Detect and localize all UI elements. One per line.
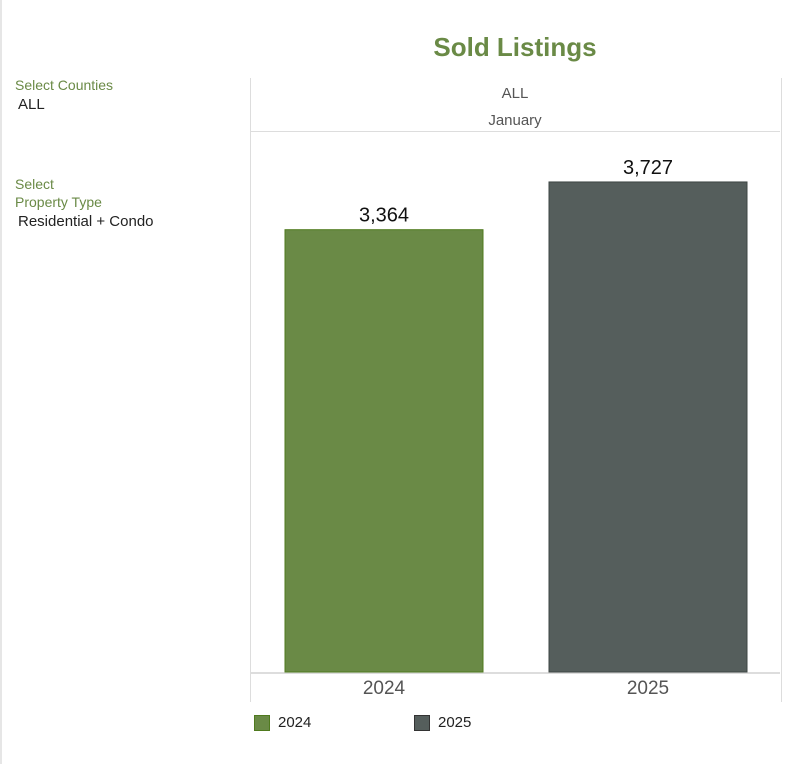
x-tick-2024: 2024 [362,678,406,699]
header-divider [251,131,780,132]
data-label-2024: 3,364 [359,205,409,227]
property-type-label-line2: Property Type [15,194,102,210]
chart-title: Sold Listings [433,32,597,62]
bar-2025[interactable] [548,181,748,673]
header-month: January [488,112,542,129]
legend-swatch-2024 [254,714,270,731]
counties-filter-value[interactable]: ALL [18,96,45,113]
legend-label-2024: 2024 [278,714,312,731]
legend-label-2025: 2025 [438,714,472,731]
property-type-filter-value[interactable]: Residential + Condo [18,213,154,230]
counties-filter-label: Select Counties [15,77,114,93]
bar-2024[interactable] [284,229,484,673]
left-border [0,0,2,764]
x-axis-line [251,672,780,674]
data-label-2025: 3,727 [623,157,673,179]
property-type-label-line1: Select [15,176,54,192]
legend-item-2025[interactable]: 2025 [414,714,471,731]
legend-item-2024[interactable]: 2024 [254,714,311,731]
x-tick-2025: 2025 [626,678,670,699]
header-county: ALL [501,85,529,102]
chart-panel [250,78,782,702]
legend-swatch-2025 [414,714,430,731]
